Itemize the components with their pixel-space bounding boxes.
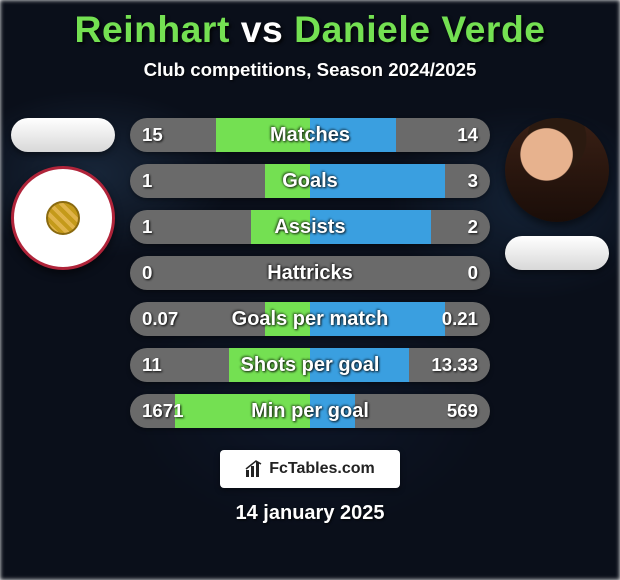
subtitle: Club competitions, Season 2024/2025 (0, 59, 620, 81)
stat-right-value: 3 (456, 164, 490, 198)
stat-right-value: 14 (445, 118, 490, 152)
footer-date: 14 january 2025 (0, 502, 620, 525)
stat-left-value: 0.07 (130, 302, 190, 336)
page-title: Reinhart vs Daniele Verde (0, 0, 620, 51)
stat-row: Goals13 (130, 164, 490, 198)
left-player-crest (11, 166, 115, 270)
left-player-column (8, 118, 118, 270)
stat-left-value: 1 (130, 164, 164, 198)
stat-right-value: 13.33 (419, 348, 490, 382)
right-player-photo (505, 118, 609, 222)
stat-left-value: 11 (130, 348, 174, 382)
stat-row: Goals per match0.070.21 (130, 302, 490, 336)
stat-row: Min per goal1671569 (130, 394, 490, 428)
crest-ball-icon (46, 201, 80, 235)
stat-right-value: 569 (435, 394, 490, 428)
left-player-name-pill (11, 118, 115, 152)
stat-right-value: 0.21 (430, 302, 490, 336)
stat-row: Hattricks00 (130, 256, 490, 290)
right-player-name-pill (505, 236, 609, 270)
stat-left-value: 1671 (130, 394, 196, 428)
footer-logo-text: FcTables.com (269, 460, 375, 478)
stat-right-value: 0 (456, 256, 490, 290)
stat-row: Shots per goal1113.33 (130, 348, 490, 382)
stat-left-value: 1 (130, 210, 164, 244)
stat-right-value: 2 (456, 210, 490, 244)
footer-logo: FcTables.com (220, 450, 400, 488)
stat-left-value: 0 (130, 256, 164, 290)
stat-left-value: 15 (130, 118, 175, 152)
stat-row: Matches1514 (130, 118, 490, 152)
stats-bars: Matches1514Goals13Assists12Hattricks00Go… (130, 118, 490, 428)
stat-row: Assists12 (130, 210, 490, 244)
chart-icon (245, 460, 263, 478)
right-player-column (502, 118, 612, 270)
